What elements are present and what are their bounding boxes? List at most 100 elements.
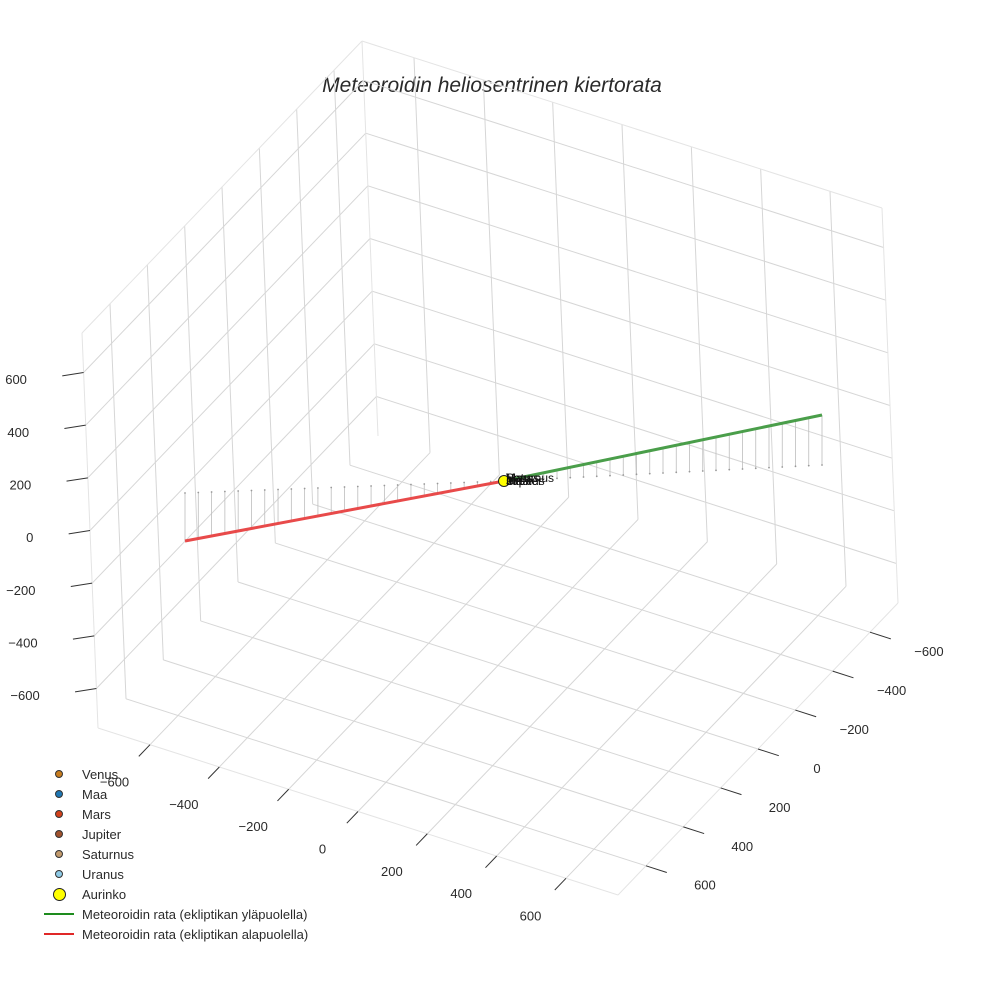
legend-label: Uranus xyxy=(82,866,124,882)
z-tick-label: 600 xyxy=(5,372,27,387)
sun-marker[interactable] xyxy=(498,475,510,487)
x-tick xyxy=(346,811,359,824)
z-tick xyxy=(74,688,97,693)
z-tick-label: 400 xyxy=(7,425,29,440)
chart-title: Meteoroidin heliosentrinen kiertorata xyxy=(322,74,662,97)
grid-lines xyxy=(81,40,899,896)
line-swatch-icon xyxy=(36,933,82,935)
drop-point xyxy=(476,481,479,483)
marker-swatch-icon xyxy=(36,810,82,818)
floor-grid-x xyxy=(426,541,708,835)
leftwall-grid-y xyxy=(184,225,202,621)
marker-swatch-icon xyxy=(36,770,82,778)
legend-label: Meteoroidin rata (ekliptikan alapuolella… xyxy=(82,926,309,942)
marker-swatch-icon xyxy=(36,830,82,838)
drop-point xyxy=(821,464,823,466)
drop-point xyxy=(582,476,585,478)
orbit-traces[interactable] xyxy=(184,413,823,543)
y-tick-label: 0 xyxy=(813,761,820,776)
y-tick-label: 400 xyxy=(731,839,753,854)
drop-point xyxy=(516,479,519,482)
planet-label-uranus: Uranus xyxy=(506,474,545,488)
drop-point xyxy=(622,474,625,476)
x-tick-label: −600 xyxy=(100,775,129,790)
drop-point xyxy=(197,491,200,494)
drop-point xyxy=(768,466,770,469)
y-tick xyxy=(795,709,817,718)
leftwall-grid-z xyxy=(89,238,371,531)
orbit-below-ecliptic-line[interactable] xyxy=(184,479,505,543)
orbit-drop-lines xyxy=(184,415,823,541)
drop-point xyxy=(356,485,359,488)
drop-point xyxy=(370,485,372,487)
legend: Venus Maa Mars Jupiter Saturnus Uranus Aurinko… xyxy=(36,764,308,944)
marker-swatch-icon xyxy=(36,870,82,878)
y-tick xyxy=(869,631,891,640)
planet-label-mars: Mars xyxy=(506,471,533,485)
legend-label: Meteoroidin rata (ekliptikan yläpuolella… xyxy=(82,906,308,922)
box-edge xyxy=(361,40,883,209)
rightwall-grid-x xyxy=(760,169,778,565)
y-tick xyxy=(757,748,779,757)
drop-point xyxy=(449,482,452,484)
legend-item-3[interactable]: Jupiter xyxy=(36,824,308,844)
legend-item-5[interactable]: Uranus xyxy=(36,864,308,884)
marker-swatch-icon xyxy=(36,790,82,798)
y-tick-label: −200 xyxy=(840,722,869,737)
orbit-above-ecliptic-line[interactable] xyxy=(503,413,823,483)
axis-ticks xyxy=(62,372,891,891)
legend-label: Jupiter xyxy=(82,826,122,842)
legend-item-6[interactable]: Aurinko xyxy=(36,884,308,904)
legend-item-7[interactable]: Meteoroidin rata (ekliptikan yläpuolella… xyxy=(36,904,308,924)
legend-label: Saturnus xyxy=(82,846,135,862)
planet-label-maa: Maa xyxy=(506,474,530,488)
floor-grid-x xyxy=(565,585,847,879)
drop-point xyxy=(688,470,691,473)
drop-point xyxy=(807,464,810,467)
rightwall-grid-z xyxy=(363,80,884,248)
drop-point xyxy=(237,490,240,492)
x-tick-label: −200 xyxy=(239,819,268,834)
legend-item-8[interactable]: Meteoroidin rata (ekliptikan alapuolella… xyxy=(36,924,308,944)
line-swatch-icon xyxy=(36,913,82,915)
leftwall-grid-y xyxy=(109,303,127,699)
z-tick-label: −600 xyxy=(10,688,39,703)
x-tick xyxy=(138,744,151,757)
z-tick xyxy=(66,477,88,482)
z-tick xyxy=(72,635,95,640)
floor-grid-y xyxy=(200,620,721,789)
legend-item-4[interactable]: Saturnus xyxy=(36,844,308,864)
z-tick-label: 0 xyxy=(26,530,33,545)
x-tick xyxy=(415,833,428,846)
legend-item-2[interactable]: Mars xyxy=(36,804,308,824)
y-tick-label: 600 xyxy=(694,878,716,893)
drop-point xyxy=(556,477,558,480)
drop-point xyxy=(277,488,279,491)
legend-item-0[interactable]: Venus xyxy=(36,764,308,784)
legend-label: Aurinko xyxy=(82,886,127,902)
drop-point xyxy=(542,478,545,480)
x-tick xyxy=(207,766,220,779)
drop-point xyxy=(343,486,346,488)
z-tick xyxy=(68,530,91,535)
drop-point xyxy=(595,475,598,478)
y-tick xyxy=(645,865,667,873)
legend-item-1[interactable]: Maa xyxy=(36,784,308,804)
drop-point xyxy=(701,470,704,472)
drop-point xyxy=(263,489,266,491)
rightwall-grid-z xyxy=(365,132,886,301)
marker-swatch-icon xyxy=(36,887,82,901)
legend-label: Venus xyxy=(82,766,119,782)
floor-grid-y xyxy=(163,659,684,828)
x-tick-label: 0 xyxy=(319,841,326,856)
box-edge xyxy=(361,40,379,437)
drop-point xyxy=(609,474,611,477)
drop-point xyxy=(529,478,532,481)
leftwall-grid-z xyxy=(85,132,367,426)
drop-point xyxy=(290,488,293,490)
legend-label: Mars xyxy=(82,806,111,822)
box-edge xyxy=(81,40,363,334)
x-tick-label: −400 xyxy=(169,797,198,812)
